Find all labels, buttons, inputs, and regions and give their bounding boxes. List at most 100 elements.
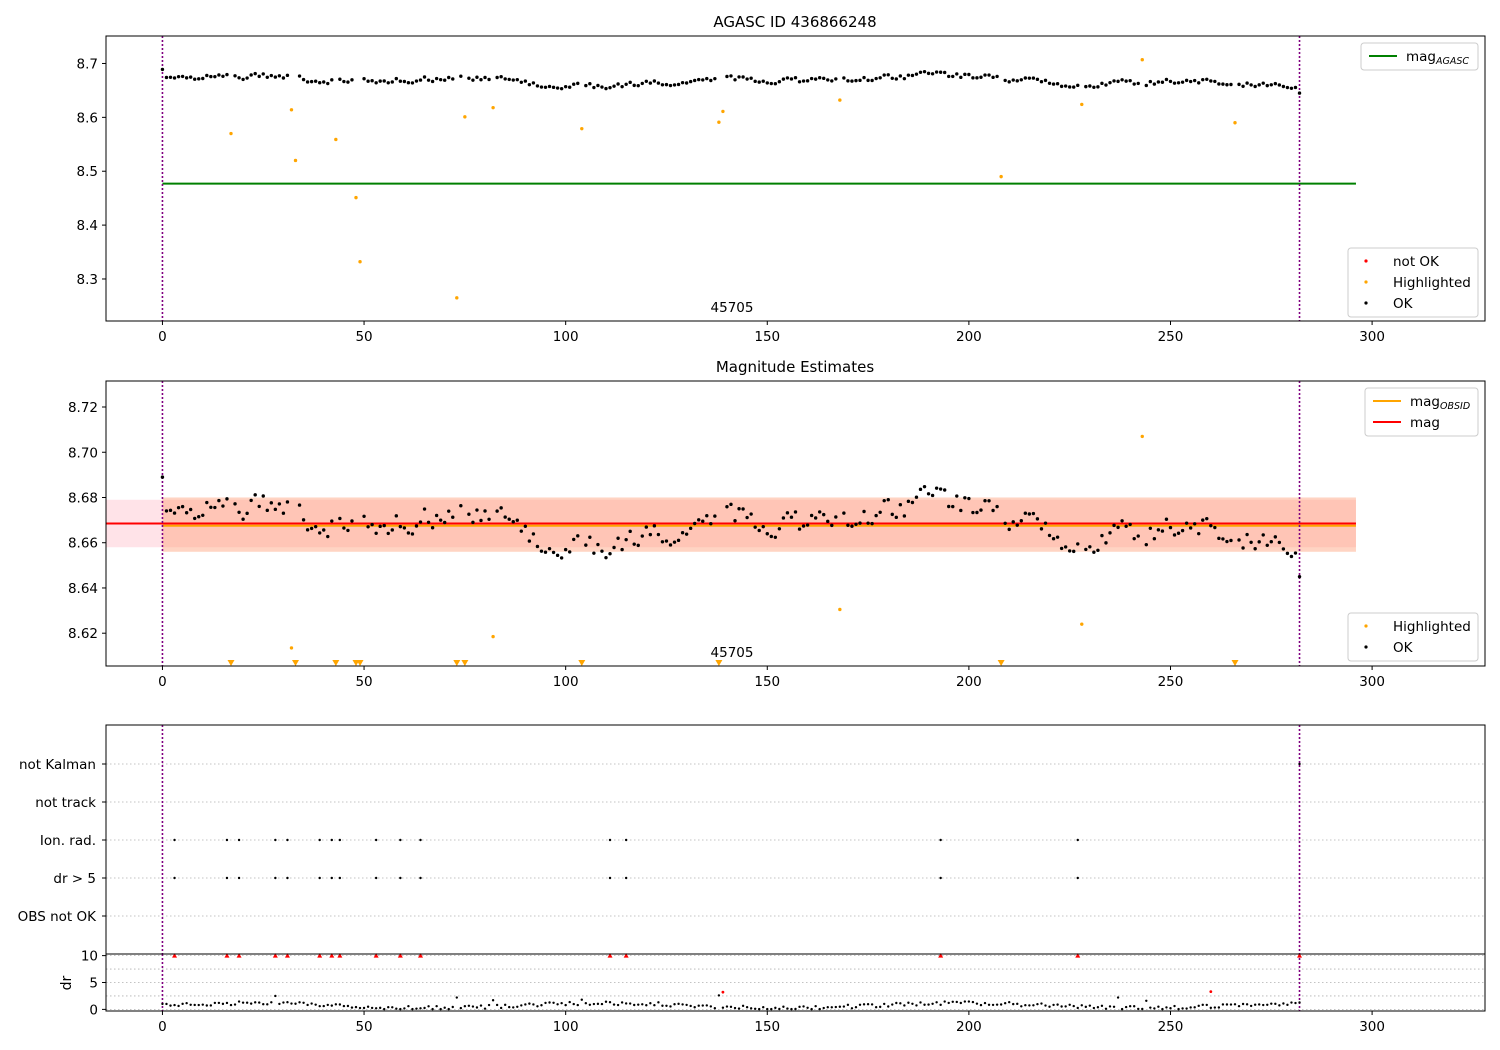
ok-point [322,528,326,532]
flag-point [1076,838,1079,842]
ok-point [584,543,588,547]
ok-point [592,85,596,90]
dr-point [1084,1005,1088,1009]
ok-point [257,74,261,79]
dr-point [818,1007,821,1011]
dr-point [245,1001,249,1004]
dr-point [475,1006,479,1009]
ok-point [866,78,870,83]
dr-point [999,1003,1003,1006]
ok-point [971,510,975,515]
ok-point [1031,511,1036,516]
ok-point [1019,78,1024,82]
dr-point [943,1000,946,1003]
ok-point [801,524,806,528]
ok-point [1281,547,1286,551]
ok-point [543,85,548,89]
dr-point [556,1003,559,1006]
ok-point [809,513,814,518]
dr-point [479,1004,483,1007]
ok-point [1184,78,1189,83]
ok-point [160,475,165,479]
dr-point [491,999,495,1002]
dr-point [899,1002,902,1005]
ok-point [713,514,717,518]
ok-point [269,73,274,78]
dr-point [1229,1003,1233,1006]
ok-point [813,516,818,520]
flag-point [338,876,342,880]
ok-point [342,526,346,530]
dr-clipped-marker [1075,953,1081,958]
dr-point [967,1000,971,1003]
ok-point [422,507,427,511]
ok-point [543,550,548,554]
dr-point [677,1002,680,1006]
ok-point [1188,526,1193,530]
dr-point [338,1003,342,1006]
ok-point [434,76,439,81]
ok-point [846,523,850,527]
ok-point [830,523,834,528]
flag-point [399,876,402,880]
ok-point [217,498,221,503]
ok-point [1192,78,1197,83]
ok-point [1096,548,1100,552]
dr-point [249,1002,253,1005]
dr-point [725,1005,729,1008]
ok-point [979,508,983,512]
dr-point [1016,1002,1019,1006]
ok-point [1164,77,1169,82]
ok-point [1289,86,1294,90]
dr-point [358,1006,362,1010]
ok-point [858,78,862,83]
dr-point [911,1002,914,1005]
ok-point [741,507,745,511]
ok-point [898,74,903,78]
ok-point [596,542,600,547]
ok-point [894,77,899,81]
ok-point [697,77,701,82]
highlighted-point [999,174,1003,179]
ok-point [1055,535,1060,539]
dr-point [1076,1006,1079,1010]
ok-point [1221,537,1225,541]
ok-point [1156,528,1161,532]
dr-point [326,1003,329,1007]
dr-point [532,1003,535,1006]
ok-point [672,83,677,87]
ok-point [922,484,927,489]
dr-point [503,1003,507,1007]
ok-point [338,77,342,81]
ok-point [309,79,314,84]
ok-point [499,506,503,510]
ok-point [1011,78,1015,82]
x-tick-label: 250 [1158,329,1184,345]
flag-point [1298,762,1301,766]
dr-point [939,1003,942,1007]
ok-point [507,77,511,82]
dr-point [1052,1003,1055,1007]
ok-point [193,77,197,81]
ok-point [705,514,709,518]
ok-point [842,511,846,515]
ok-point [612,545,616,550]
dr-point [1270,1002,1273,1005]
ok-point [471,78,475,82]
flag-point [399,838,402,842]
ok-point [1003,78,1007,83]
dr-point [979,1003,983,1007]
ok-point [1221,82,1225,86]
agasc-title: AGASC ID 436866248 [713,13,876,31]
ok-point [1265,83,1269,88]
ok-point [241,77,245,82]
dr-point [935,1001,938,1004]
ok-point [1217,82,1221,86]
ok-point [757,528,761,533]
dr-point [262,1003,265,1006]
dr-point [165,1002,168,1006]
flag-row-label: OBS not OK [18,909,98,925]
legend-label: OK [1393,296,1414,312]
flag-point [608,838,612,842]
ok-point [438,518,443,522]
